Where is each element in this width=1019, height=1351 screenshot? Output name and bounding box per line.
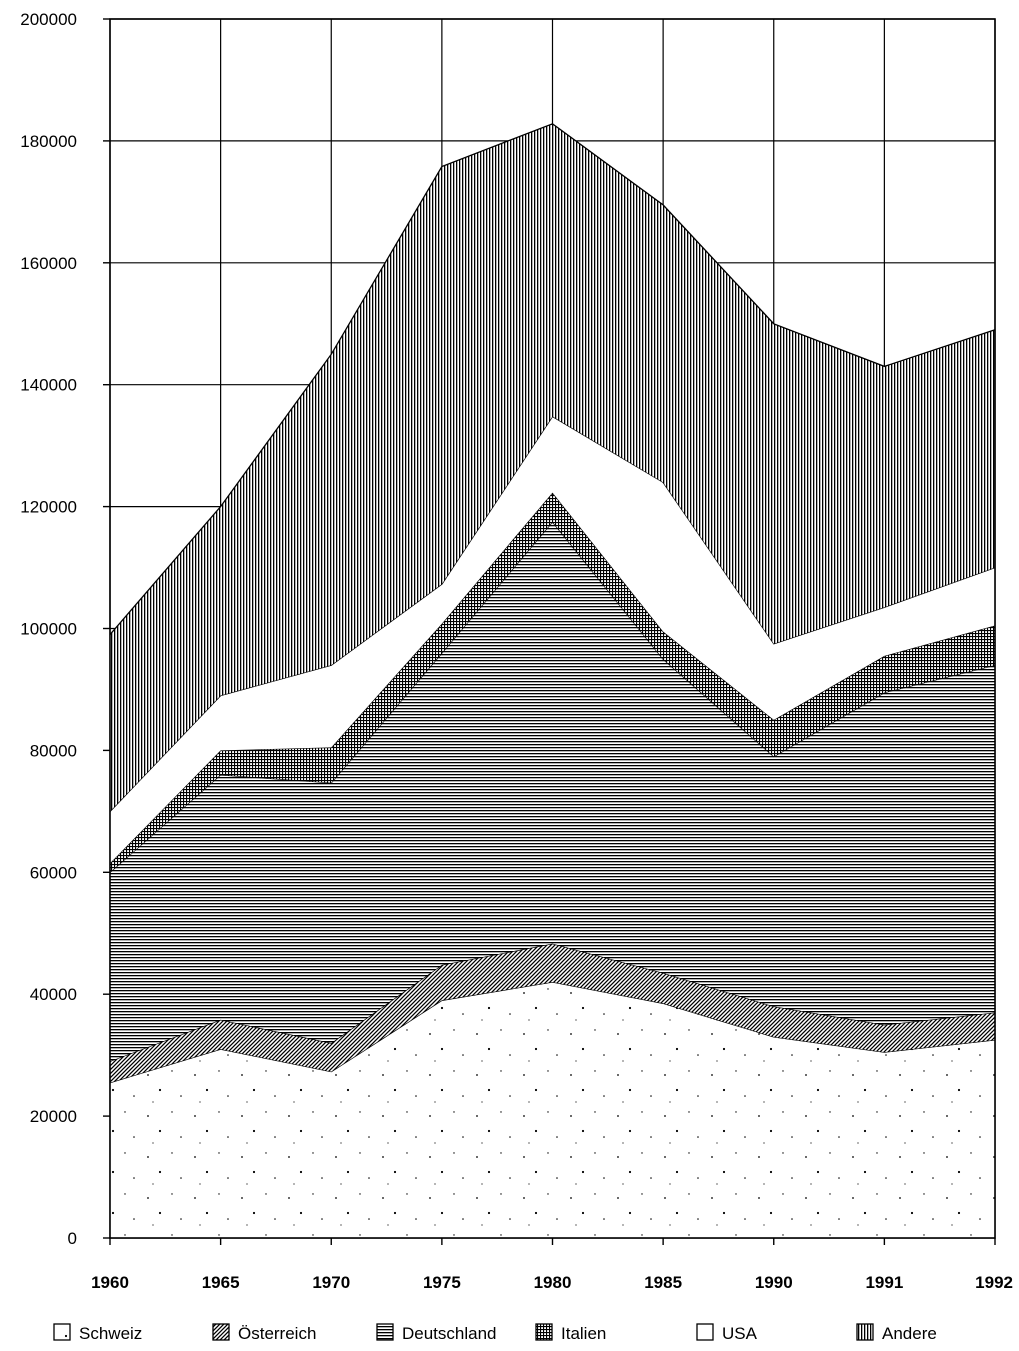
legend-label: Andere — [882, 1324, 937, 1343]
legend-swatch — [376, 1323, 394, 1341]
area-usa — [110, 416, 995, 864]
y-tick-label: 60000 — [30, 863, 77, 882]
area-deutschland — [110, 521, 995, 1062]
area-italien — [110, 492, 995, 873]
legend: Schweiz Österreich Deutschland Italien USA An… — [53, 1323, 937, 1343]
legend-label: Österreich — [238, 1324, 316, 1343]
area-andere — [110, 123, 995, 812]
y-tick-label: 180000 — [20, 132, 77, 151]
legend-item-italien: Italien — [535, 1323, 606, 1343]
x-tick-label: 1975 — [423, 1273, 461, 1292]
x-tick-label: 1960 — [91, 1273, 129, 1292]
legend-item-andere: Andere — [856, 1323, 937, 1343]
legend-swatch — [212, 1323, 230, 1341]
x-tick-label: 1980 — [534, 1273, 572, 1292]
area-oesterreich — [110, 943, 995, 1083]
y-tick-label: 140000 — [20, 376, 77, 395]
y-tick-label: 100000 — [20, 620, 77, 639]
y-tick-label: 200000 — [20, 10, 77, 29]
area-layer — [109, 123, 996, 1238]
x-tick-label: 1990 — [755, 1273, 793, 1292]
frame-layer — [103, 18, 996, 1245]
legend-label: Schweiz — [79, 1324, 142, 1343]
area-top-andere — [109, 123, 996, 636]
y-tick-label: 0 — [68, 1229, 77, 1248]
legend-swatch — [696, 1323, 714, 1341]
legend-swatch — [53, 1323, 71, 1341]
y-tick-label: 160000 — [20, 254, 77, 273]
legend-item-schweiz: Schweiz — [53, 1323, 142, 1343]
x-tick-label: 1992 — [975, 1273, 1013, 1292]
legend-item-oesterreich: Österreich — [212, 1323, 316, 1343]
x-tick-label: 1970 — [312, 1273, 350, 1292]
legend-label: USA — [722, 1324, 758, 1343]
legend-label: Deutschland — [402, 1324, 497, 1343]
x-tick-label: 1965 — [202, 1273, 240, 1292]
legend-label: Italien — [561, 1324, 606, 1343]
y-tick-label: 120000 — [20, 498, 77, 517]
legend-swatch — [535, 1323, 553, 1341]
legend-item-usa: USA — [696, 1323, 758, 1343]
y-tick-label: 20000 — [30, 1107, 77, 1126]
y-axis-tick-labels: 0 20000 40000 60000 80000 100000 120000 140000 1… — [20, 10, 77, 1248]
x-axis-tick-labels: 1960 1965 1970 1975 1980 1985 1990 1991 1992 — [91, 1273, 1013, 1292]
x-tick-label: 1991 — [865, 1273, 903, 1292]
x-tick-label: 1985 — [644, 1273, 682, 1292]
legend-item-deutschland: Deutschland — [376, 1323, 497, 1343]
y-tick-label: 40000 — [30, 985, 77, 1004]
legend-swatch — [856, 1323, 874, 1341]
y-tick-label: 80000 — [30, 741, 77, 760]
area-schweiz — [110, 982, 995, 1238]
